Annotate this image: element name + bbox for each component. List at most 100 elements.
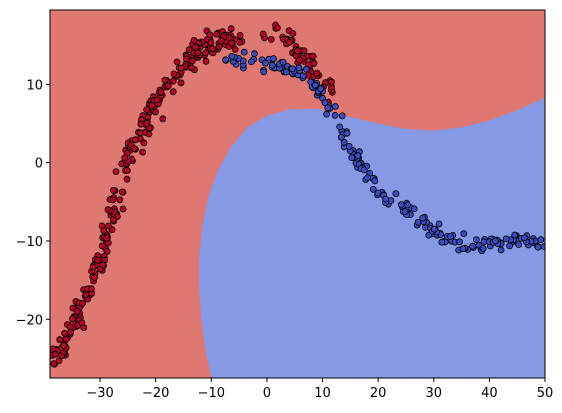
point-red	[182, 55, 190, 63]
point-blue	[260, 68, 268, 76]
point-red	[78, 319, 86, 327]
point-blue	[302, 65, 310, 73]
point-red	[206, 31, 214, 39]
point-blue	[537, 236, 545, 244]
point-red	[202, 58, 210, 65]
point-red	[225, 34, 233, 42]
point-red	[137, 120, 145, 128]
point-red	[164, 82, 172, 90]
point-blue	[401, 208, 409, 215]
point-blue	[410, 205, 418, 213]
point-red	[293, 47, 301, 55]
point-red	[112, 168, 120, 176]
point-blue	[295, 64, 303, 72]
point-red	[213, 30, 221, 38]
point-red	[124, 167, 131, 174]
point-blue	[521, 234, 528, 242]
x-axis: −30 −20 −10 0 10 20 30 40 50	[86, 378, 553, 401]
point-blue	[392, 190, 400, 198]
point-red	[187, 64, 195, 72]
point-red	[139, 148, 147, 156]
point-red	[100, 227, 108, 235]
point-blue	[354, 152, 362, 160]
point-blue	[228, 53, 236, 60]
point-blue	[397, 201, 405, 209]
point-red	[50, 360, 58, 368]
point-blue	[460, 230, 468, 238]
point-red	[310, 59, 318, 67]
point-red	[88, 285, 95, 293]
point-red	[130, 145, 138, 153]
point-red	[236, 32, 244, 39]
point-blue	[534, 243, 542, 251]
y-tick-label: −20	[16, 313, 43, 328]
x-tick-label: 40	[481, 386, 498, 401]
point-blue	[438, 238, 446, 246]
point-red	[94, 256, 102, 264]
point-blue	[261, 59, 269, 67]
point-blue	[340, 138, 348, 146]
point-red	[207, 39, 215, 46]
point-blue	[338, 112, 346, 120]
point-red	[60, 341, 68, 349]
point-blue	[270, 55, 277, 62]
x-tick-label: 0	[263, 386, 271, 401]
point-red	[109, 196, 117, 204]
y-tick-label: −10	[16, 235, 43, 250]
point-blue	[222, 56, 230, 64]
point-red	[73, 307, 81, 315]
point-red	[136, 129, 144, 137]
point-red	[55, 357, 63, 365]
point-red	[89, 263, 97, 271]
point-blue	[247, 58, 255, 66]
point-blue	[299, 72, 307, 80]
point-red	[289, 30, 297, 37]
point-red	[152, 108, 160, 116]
point-blue	[317, 85, 325, 93]
point-blue	[492, 237, 499, 245]
x-tick-label: 10	[314, 386, 331, 401]
point-blue	[371, 177, 379, 185]
point-blue	[268, 61, 276, 69]
point-red	[300, 47, 308, 55]
point-blue	[331, 111, 339, 119]
point-red	[52, 350, 59, 358]
point-blue	[279, 58, 287, 66]
point-blue	[337, 133, 345, 141]
scatter-points	[50, 21, 545, 368]
point-red	[202, 49, 210, 57]
point-red	[79, 299, 86, 307]
point-blue	[502, 235, 510, 243]
point-blue	[336, 123, 344, 131]
point-red	[192, 43, 200, 51]
point-red	[123, 175, 131, 183]
y-axis: −20 −10 0 10	[16, 78, 50, 328]
point-blue	[472, 236, 480, 244]
point-red	[215, 43, 223, 51]
point-red	[159, 115, 167, 123]
point-red	[274, 24, 281, 32]
point-blue	[430, 225, 438, 233]
point-blue	[459, 245, 467, 253]
point-red	[170, 70, 178, 78]
point-blue	[311, 81, 319, 89]
point-blue	[382, 195, 390, 203]
point-red	[190, 36, 198, 44]
x-tick-label: 50	[537, 386, 554, 401]
point-red	[177, 64, 185, 72]
point-blue	[288, 65, 296, 73]
point-blue	[447, 232, 454, 240]
point-blue	[343, 129, 351, 137]
point-blue	[435, 220, 443, 228]
point-red	[109, 216, 117, 224]
point-red	[177, 79, 185, 87]
point-red	[153, 96, 161, 104]
point-red	[143, 120, 151, 127]
x-tick-label: −20	[142, 386, 169, 401]
point-blue	[540, 243, 545, 250]
region-blue-class	[199, 97, 545, 378]
point-red	[67, 328, 74, 336]
x-tick-label: −10	[198, 386, 225, 401]
point-blue	[348, 154, 356, 162]
point-red	[161, 76, 169, 84]
